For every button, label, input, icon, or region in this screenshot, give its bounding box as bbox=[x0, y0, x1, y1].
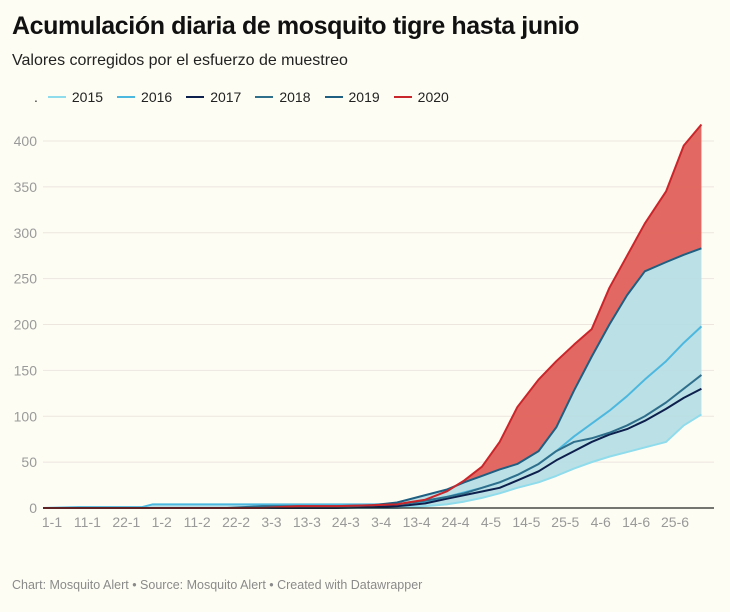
x-tick-label: 1-1 bbox=[42, 514, 62, 530]
legend-label: 2018 bbox=[279, 89, 311, 105]
x-tick-label: 25-5 bbox=[551, 514, 579, 530]
excess-2020-area bbox=[43, 124, 702, 509]
x-tick-label: 11-1 bbox=[74, 514, 101, 530]
legend-swatch bbox=[47, 96, 66, 98]
y-tick-label: 50 bbox=[21, 454, 37, 470]
x-tick-label: 24-4 bbox=[442, 514, 470, 530]
legend-item-2020: 2020 bbox=[393, 89, 449, 105]
legend: . 2015 2016 2017 2018 2019 2020 bbox=[34, 89, 463, 105]
legend-swatch bbox=[117, 96, 136, 98]
legend-item-2016: 2016 bbox=[117, 89, 172, 105]
x-tick-label: 3-4 bbox=[371, 514, 391, 530]
legend-swatch bbox=[324, 96, 343, 98]
legend-swatch bbox=[255, 96, 274, 98]
y-tick-label: 0 bbox=[29, 500, 37, 516]
x-tick-label: 14-6 bbox=[622, 514, 650, 530]
x-tick-label: 14-5 bbox=[512, 514, 540, 530]
x-tick-label: 4-5 bbox=[481, 514, 501, 530]
x-tick-label: 13-3 bbox=[293, 514, 321, 530]
y-tick-label: 350 bbox=[14, 179, 38, 195]
legend-label: 2020 bbox=[417, 89, 449, 105]
legend-item-2015: 2015 bbox=[47, 89, 104, 105]
y-tick-label: 250 bbox=[14, 271, 38, 287]
legend-item-2019: 2019 bbox=[324, 89, 380, 105]
legend-label: 2015 bbox=[71, 89, 104, 105]
y-tick-label: 400 bbox=[14, 133, 38, 149]
legend-label: 2017 bbox=[210, 89, 242, 105]
x-tick-label: 13-4 bbox=[403, 514, 431, 530]
legend-item-2017: 2017 bbox=[186, 89, 241, 105]
x-tick-label: 25-6 bbox=[661, 514, 689, 530]
y-tick-label: 100 bbox=[14, 408, 38, 424]
chart-footer: Chart: Mosquito Alert • Source: Mosquito… bbox=[12, 578, 423, 592]
legend-marker: . bbox=[34, 89, 38, 105]
x-tick-label: 4-6 bbox=[591, 514, 611, 530]
legend-swatch bbox=[393, 96, 412, 98]
chart-title: Acumulación diaria de mosquito tigre has… bbox=[12, 12, 579, 40]
y-tick-label: 200 bbox=[14, 317, 38, 333]
legend-swatch bbox=[186, 96, 205, 98]
x-tick-label: 11-2 bbox=[184, 514, 211, 530]
legend-item-2018: 2018 bbox=[255, 89, 311, 105]
legend-label: 2019 bbox=[348, 89, 380, 105]
legend-label: 2016 bbox=[141, 89, 173, 105]
y-tick-label: 300 bbox=[14, 225, 38, 241]
x-tick-label: 22-1 bbox=[112, 514, 140, 530]
x-tick-label: 1-2 bbox=[152, 514, 172, 530]
chart-subtitle: Valores corregidos por el esfuerzo de mu… bbox=[12, 52, 348, 69]
x-tick-label: 22-2 bbox=[222, 514, 250, 530]
y-tick-label: 150 bbox=[14, 362, 38, 378]
historical-range-band bbox=[43, 248, 702, 508]
x-tick-label: 3-3 bbox=[261, 514, 281, 530]
x-tick-label: 24-3 bbox=[332, 514, 360, 530]
